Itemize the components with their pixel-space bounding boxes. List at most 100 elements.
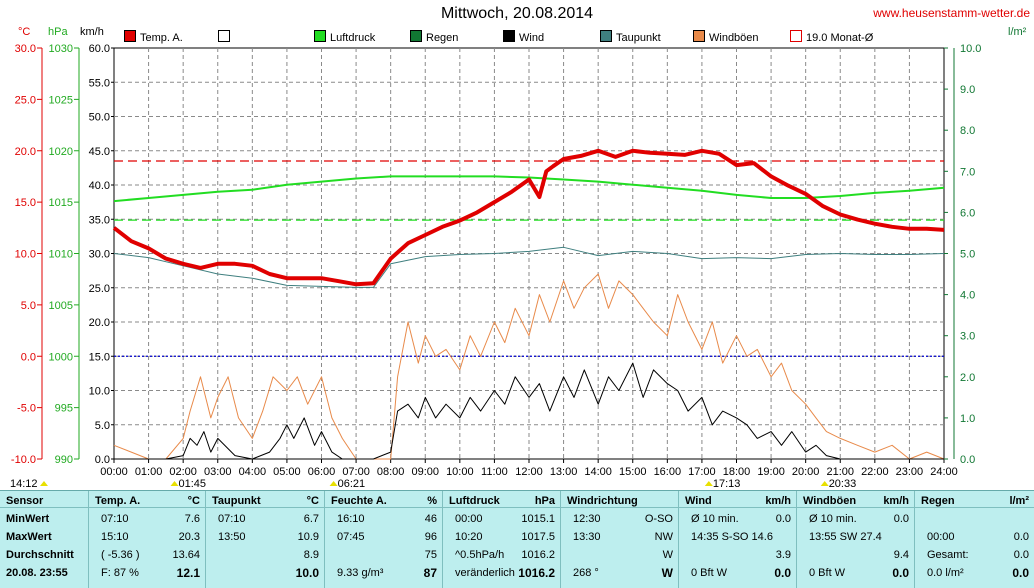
table-row: Ø 10 min. 0.0	[679, 511, 797, 527]
cell-value: 0.0	[1012, 565, 1029, 581]
cell-label: 07:45	[337, 529, 365, 545]
legend-item	[218, 30, 234, 46]
cell-value: km/h	[765, 493, 791, 509]
marker-label: 01:45	[179, 478, 207, 490]
x-tick-label: 16:00	[654, 466, 682, 478]
legend-item: Temp. A.	[124, 30, 183, 46]
cell-label: 13:30	[573, 529, 601, 545]
cell-value: 12.1	[177, 565, 200, 581]
table-row: 0.0 l/m² 0.0	[915, 565, 1034, 581]
marker-icon	[330, 481, 338, 486]
x-tick-label: 08:00	[377, 466, 405, 478]
cell-value: 0.0	[1014, 547, 1029, 563]
cell-label: Windböen	[803, 493, 856, 509]
legend-item: Luftdruck	[314, 30, 375, 46]
legend-swatch	[790, 30, 802, 42]
cell-label: 13:50	[218, 529, 246, 545]
pressure-tick-label: 1005	[49, 300, 73, 312]
table-row: 0 Bft W 0.0	[679, 565, 797, 581]
cell-value: 46	[425, 511, 437, 527]
cell-label: 07:10	[218, 511, 246, 527]
wind-tick-label: 55.0	[89, 77, 110, 89]
wind-tick-label: 25.0	[89, 283, 110, 295]
table-header: Regen l/m²	[915, 493, 1034, 509]
cell-value: W	[663, 547, 673, 563]
cell-value: 1016.2	[521, 547, 555, 563]
x-tick-label: 19:00	[757, 466, 785, 478]
cell-value: NW	[655, 529, 673, 545]
rain-unit: l/m²	[1008, 26, 1027, 38]
temp-tick-label: 10.0	[15, 249, 36, 261]
pressure-unit: hPa	[48, 26, 68, 38]
rain-tick-label: 7.0	[960, 166, 975, 178]
marker-label: 17:13	[713, 478, 741, 490]
cell-label: Wind	[685, 493, 712, 509]
x-tick-label: 01:00	[135, 466, 163, 478]
x-tick-label: 07:00	[342, 466, 370, 478]
cell-label: 0 Bft W	[691, 565, 727, 581]
cell-value: l/m²	[1009, 493, 1029, 509]
legend-swatch	[693, 30, 705, 42]
x-tick-label: 10:00	[446, 466, 474, 478]
rain-tick-label: 1.0	[960, 413, 975, 425]
cell-label: 0.0 l/m²	[927, 565, 964, 581]
x-tick-label: 23:00	[896, 466, 924, 478]
x-tick-label: 24:00	[930, 466, 958, 478]
x-tick-label: 14:00	[584, 466, 612, 478]
cell-value: 0.0	[892, 565, 909, 581]
legend-item: Wind	[503, 30, 544, 46]
rain-tick-label: 3.0	[960, 331, 975, 343]
table-row: 3.9	[679, 547, 797, 563]
pressure-tick-label: 1015	[49, 197, 73, 209]
table-row: MaxWert	[0, 529, 88, 545]
pressure-tick-label: 1030	[49, 43, 73, 55]
cell-label: Regen	[921, 493, 955, 509]
cell-label: MaxWert	[6, 529, 52, 545]
temp-tick-label: 5.0	[21, 300, 36, 312]
table-row: Durchschnitt	[0, 547, 88, 563]
table-row	[915, 511, 1034, 527]
x-tick-label: 22:00	[861, 466, 889, 478]
x-tick-label: 17:00	[688, 466, 716, 478]
cell-value: km/h	[883, 493, 909, 509]
table-header: Windböen km/h	[797, 493, 915, 509]
cell-label: MinWert	[6, 511, 49, 527]
cell-value: 0.0	[776, 511, 791, 527]
table-row: W	[561, 547, 679, 563]
temp-tick-label: 25.0	[15, 94, 36, 106]
table-header: Windrichtung	[561, 493, 679, 509]
cell-value: 0.0	[1014, 529, 1029, 545]
cell-value: 13.64	[172, 547, 200, 563]
table-header: Sensor	[0, 493, 88, 509]
cell-label: Ø 10 min.	[691, 511, 739, 527]
marker-icon	[821, 481, 829, 486]
x-tick-label: 02:00	[169, 466, 197, 478]
legend-label: 19.0 Monat-Ø	[806, 32, 873, 44]
pressure-tick-label: 1010	[49, 249, 73, 261]
cell-label: veränderlich	[455, 565, 515, 581]
cell-value: 0.0	[774, 565, 791, 581]
cell-value: O-SO	[645, 511, 673, 527]
cell-value: 8.9	[304, 547, 319, 563]
marker-icon	[705, 481, 713, 486]
wind-tick-label: 45.0	[89, 146, 110, 158]
cell-label: 10:20	[455, 529, 483, 545]
table-row: 13:55 SW 27.4	[797, 529, 915, 545]
marker-label: 14:12	[10, 478, 38, 490]
temp-unit: °C	[18, 26, 30, 38]
marker-icon	[171, 481, 179, 486]
wind-tick-label: 15.0	[89, 351, 110, 363]
temp-tick-label: 0.0	[21, 351, 36, 363]
legend-label: Taupunkt	[616, 32, 661, 44]
